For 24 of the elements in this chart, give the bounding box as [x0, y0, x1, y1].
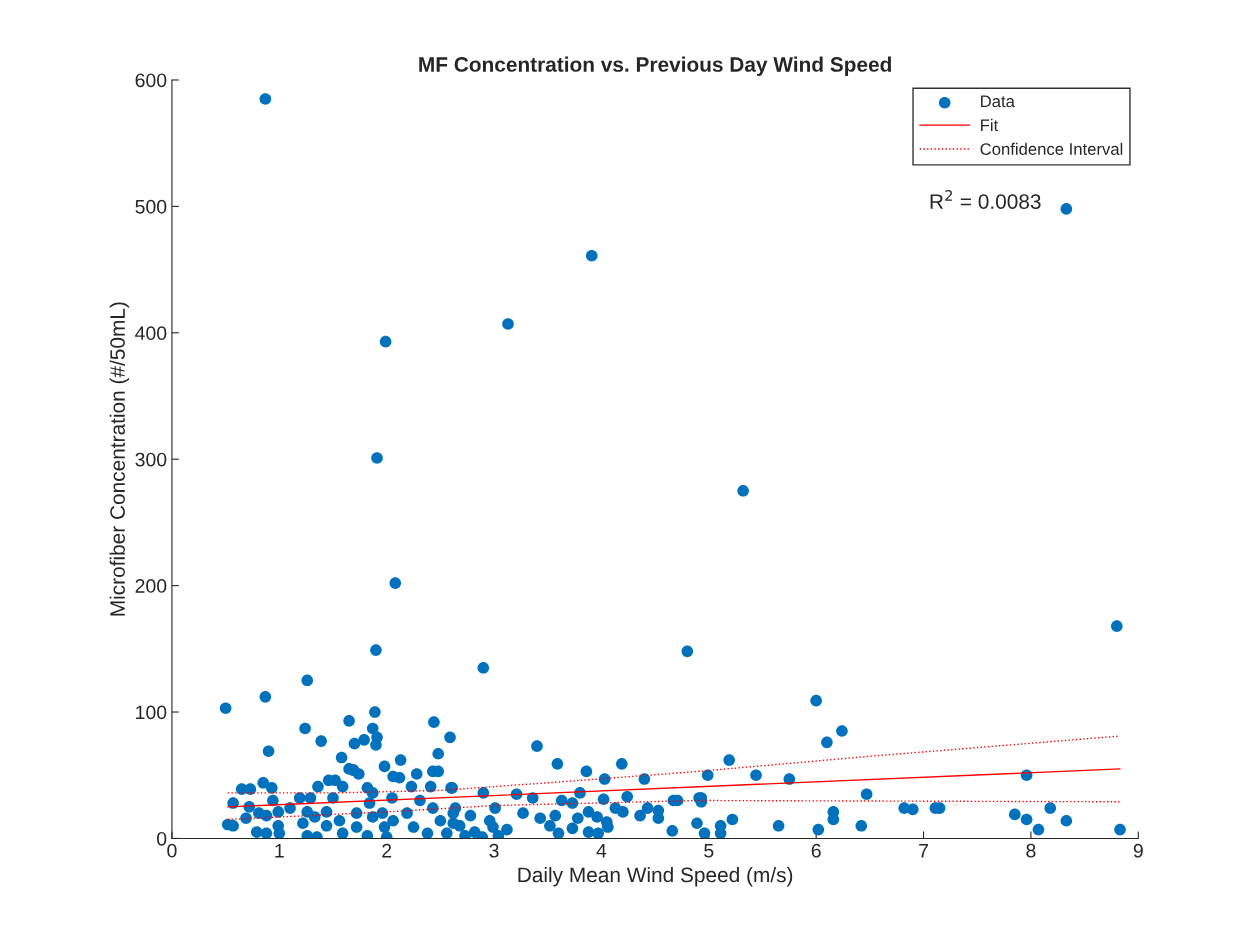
x-tick-label: 9: [1133, 843, 1143, 858]
x-tick-label: 8: [1026, 843, 1036, 858]
y-tick-label: 0: [157, 831, 167, 846]
x-tick-label: 3: [489, 843, 499, 858]
x-tick-label: 4: [596, 844, 607, 858]
legend-label: Fit: [981, 118, 999, 132]
y-tick-label: 400: [135, 326, 167, 341]
x-tick-label: 2: [382, 843, 392, 858]
y-tick-label: 200: [135, 579, 167, 593]
x-tick-label: 6: [811, 843, 821, 858]
x-tick-label: 7: [919, 844, 928, 858]
y-tick-label: 300: [135, 452, 167, 467]
annotation: R$^{2}$ = 0.0083: [930, 189, 1041, 209]
y-tick-label: 600: [135, 73, 167, 88]
legend-label: Data: [981, 95, 1015, 108]
y-tick-label: 100: [136, 705, 167, 720]
y-tick-label: 500: [135, 199, 167, 214]
x-tick-label: 5: [704, 844, 714, 858]
chart-title: MF Concentration vs. Previous Day Wind Speed: [419, 56, 891, 76]
y-axis-title: Microfiber Concentration (#/50mL): [109, 302, 130, 616]
x-tick-label: 1: [275, 844, 284, 858]
x-tick-label: 0: [167, 843, 177, 858]
legend-label: Confidence Interval: [980, 142, 1123, 155]
x-axis-title: Daily Mean Wind Speed (m/s): [518, 866, 793, 887]
